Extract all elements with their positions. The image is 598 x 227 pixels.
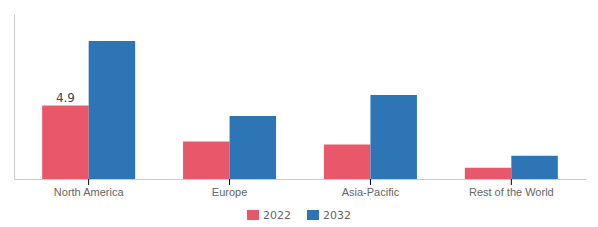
x-tick-label: Rest of the World (469, 186, 554, 198)
x-tick-mark (229, 179, 230, 185)
y-axis (14, 15, 15, 180)
bar (511, 156, 557, 179)
bar-series (89, 41, 558, 179)
y-axis-line (14, 15, 15, 180)
x-tick-label: Europe (212, 186, 247, 198)
bar (370, 95, 416, 179)
annotation: 4.9 (56, 91, 75, 105)
x-tick-label: North America (54, 186, 125, 198)
plot: North America Europe Asia-Pacific Rest of t… (15, 15, 587, 198)
bar (324, 145, 370, 180)
x-tick: Europe (212, 179, 247, 198)
x-tick-mark (88, 179, 89, 185)
x-axis: North America Europe Asia-Pacific Rest of t… (15, 179, 587, 198)
x-tick-label: Asia-Pacific (342, 186, 400, 198)
x-tick: North America (54, 179, 125, 198)
x-tick-mark (511, 179, 512, 185)
legend-label: 2032 (323, 209, 351, 222)
x-tick: Rest of the World (469, 179, 554, 198)
bar (230, 116, 276, 179)
legend-item: 2022 (247, 209, 291, 222)
legend-item: 2032 (307, 209, 351, 222)
bars (42, 41, 558, 179)
bar (89, 41, 135, 179)
legend: 2022 2032 (247, 209, 351, 222)
x-tick: Asia-Pacific (342, 179, 400, 198)
x-tick-mark (370, 179, 371, 185)
legend-swatch (247, 210, 259, 220)
legend-swatch (307, 210, 319, 220)
bar (465, 168, 511, 179)
bar (42, 106, 88, 180)
chart: North America Europe Asia-Pacific Rest of t… (0, 0, 598, 227)
bar (183, 142, 229, 180)
legend-label: 2022 (263, 209, 291, 222)
x-axis-line (15, 179, 587, 180)
